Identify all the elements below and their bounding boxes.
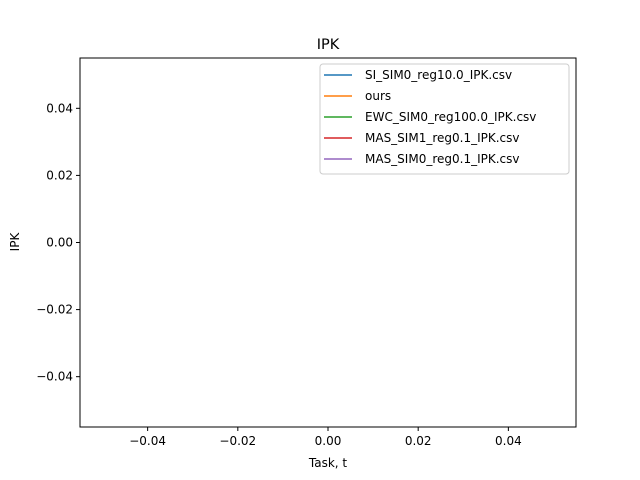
x-tick-label: −0.02	[219, 434, 256, 448]
x-tick-label: 0.02	[405, 434, 432, 448]
x-tick-label: −0.04	[129, 434, 166, 448]
y-axis-ticks: −0.04 −0.02 0.00 0.02 0.04	[36, 101, 80, 384]
legend-label: MAS_SIM0_reg0.1_IPK.csv	[365, 152, 520, 166]
y-tick-label: −0.02	[36, 303, 73, 317]
legend-label: ours	[365, 89, 391, 103]
legend-frame	[319, 63, 570, 175]
x-axis-title: Task, t	[308, 456, 348, 470]
x-axis-ticks: −0.04 −0.02 0.00 0.02 0.04	[129, 427, 522, 448]
y-axis-title: IPK	[8, 232, 22, 252]
y-tick-label: −0.04	[36, 370, 73, 384]
legend-label: MAS_SIM1_reg0.1_IPK.csv	[365, 131, 520, 145]
y-tick-label: 0.00	[46, 236, 73, 250]
x-tick-label: 0.04	[495, 434, 522, 448]
y-tick-label: 0.04	[46, 101, 73, 115]
legend-label: SI_SIM0_reg10.0_IPK.csv	[365, 68, 512, 82]
chart-title: IPK	[317, 37, 340, 53]
y-tick-label: 0.02	[46, 168, 73, 182]
legend-label: EWC_SIM0_reg100.0_IPK.csv	[365, 110, 536, 124]
x-tick-label: 0.00	[315, 434, 342, 448]
